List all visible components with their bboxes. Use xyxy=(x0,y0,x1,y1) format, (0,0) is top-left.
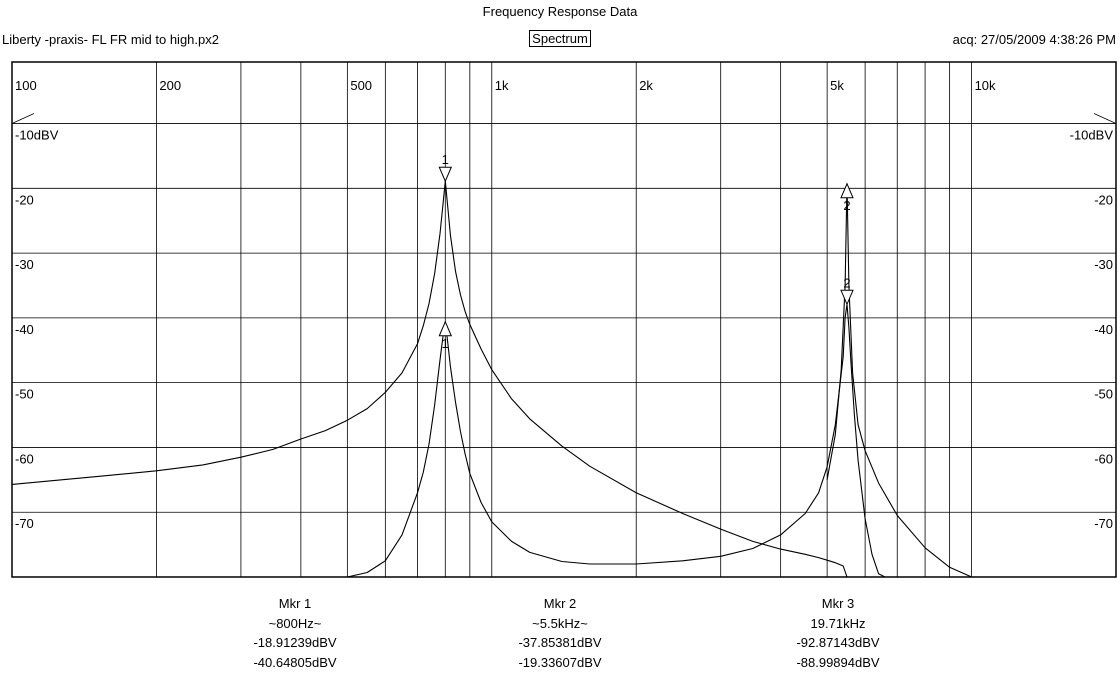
x-tick-label: 500 xyxy=(350,78,372,93)
right-reference-wedge xyxy=(1093,113,1117,124)
x-tick-label: 100 xyxy=(15,78,37,93)
series-layer xyxy=(11,180,972,578)
x-tick-label: 200 xyxy=(159,78,181,93)
grid-layer xyxy=(11,62,1117,577)
series-line-2 xyxy=(347,303,886,578)
y-tick-label-left: -70 xyxy=(15,516,34,531)
file-name: Liberty -praxis- FL FR mid to high.px2 xyxy=(2,32,219,47)
y-tick-label-left: -40 xyxy=(15,322,34,337)
marker-number-label: 1 xyxy=(442,336,449,351)
y-tick-label-right: -50 xyxy=(1094,387,1113,402)
series-line-1 xyxy=(11,180,848,578)
marker-2-value-2: -19.33607dBV xyxy=(518,654,602,670)
series-line-3 xyxy=(826,183,972,578)
y-tick-label-left: -20 xyxy=(15,192,34,207)
y-tick-label-right: -20 xyxy=(1094,192,1113,207)
x-tick-label: 10k xyxy=(975,78,996,93)
marker-number-label: 2 xyxy=(843,198,850,213)
marker-1-value-1: -18.91239dBV xyxy=(253,635,337,650)
x-tick-label: 1k xyxy=(495,78,509,93)
marker-1-name: Mkr 1 xyxy=(278,596,312,611)
marker-2-readout: Mkr 2 ~5.5kHz~ -37.85381dBV -19.33607dBV xyxy=(460,594,660,672)
marker-triangle-3 xyxy=(840,182,854,199)
y-tick-label-left: -50 xyxy=(15,387,34,402)
tick-label-layer: 100 200 500 1k 2k 5k 10k -10dBV -10dBV -20 -20 -30 -… xyxy=(15,78,1113,531)
view-mode-badge[interactable]: Spectrum xyxy=(0,30,1120,47)
marker-1-value-2: -40.64805dBV xyxy=(253,654,337,670)
y-tick-label-left: -60 xyxy=(15,451,34,466)
marker-3-frequency: 19.71kHz xyxy=(810,615,866,631)
marker-triangle-1 xyxy=(438,166,453,183)
y-tick-label-left: -10dBV xyxy=(15,128,59,143)
marker-3-name: Mkr 3 xyxy=(821,596,855,611)
marker-triangle-2 xyxy=(438,320,453,337)
plot-frame xyxy=(11,61,1117,578)
marker-1-frequency: ~800Hz~ xyxy=(268,615,322,631)
view-mode-label: Spectrum xyxy=(529,30,591,47)
marker-triangle-4 xyxy=(840,289,854,306)
y-tick-label-left: -30 xyxy=(15,257,34,272)
chart-title: Frequency Response Data xyxy=(482,4,638,19)
marker-2-name: Mkr 2 xyxy=(543,596,577,611)
marker-1-readout: Mkr 1 ~800Hz~ -18.91239dBV -40.64805dBV xyxy=(195,594,395,672)
x-tick-label: 5k xyxy=(830,78,844,93)
marker-3-value-1: -92.87143dBV xyxy=(796,635,880,650)
y-tick-label-right: -10dBV xyxy=(1070,128,1114,143)
marker-2-value-1: -37.85381dBV xyxy=(518,635,602,650)
left-reference-wedge xyxy=(11,113,35,124)
y-tick-label-right: -60 xyxy=(1094,451,1113,466)
y-tick-label-right: -40 xyxy=(1094,322,1113,337)
marker-layer: 1 1 2 2 xyxy=(438,152,854,351)
marker-2-frequency: ~5.5kHz~ xyxy=(532,615,588,631)
y-tick-label-right: -70 xyxy=(1094,516,1113,531)
marker-3-readout: Mkr 3 19.71kHz -92.87143dBV -88.99894dBV xyxy=(738,594,938,672)
marker-number-label: 1 xyxy=(442,152,449,167)
marker-number-label: 2 xyxy=(843,275,850,290)
marker-3-value-2: -88.99894dBV xyxy=(796,654,880,670)
y-tick-label-right: -30 xyxy=(1094,257,1113,272)
x-tick-label: 2k xyxy=(639,78,653,93)
acquisition-timestamp: acq: 27/05/2009 4:38:26 PM xyxy=(952,32,1116,47)
